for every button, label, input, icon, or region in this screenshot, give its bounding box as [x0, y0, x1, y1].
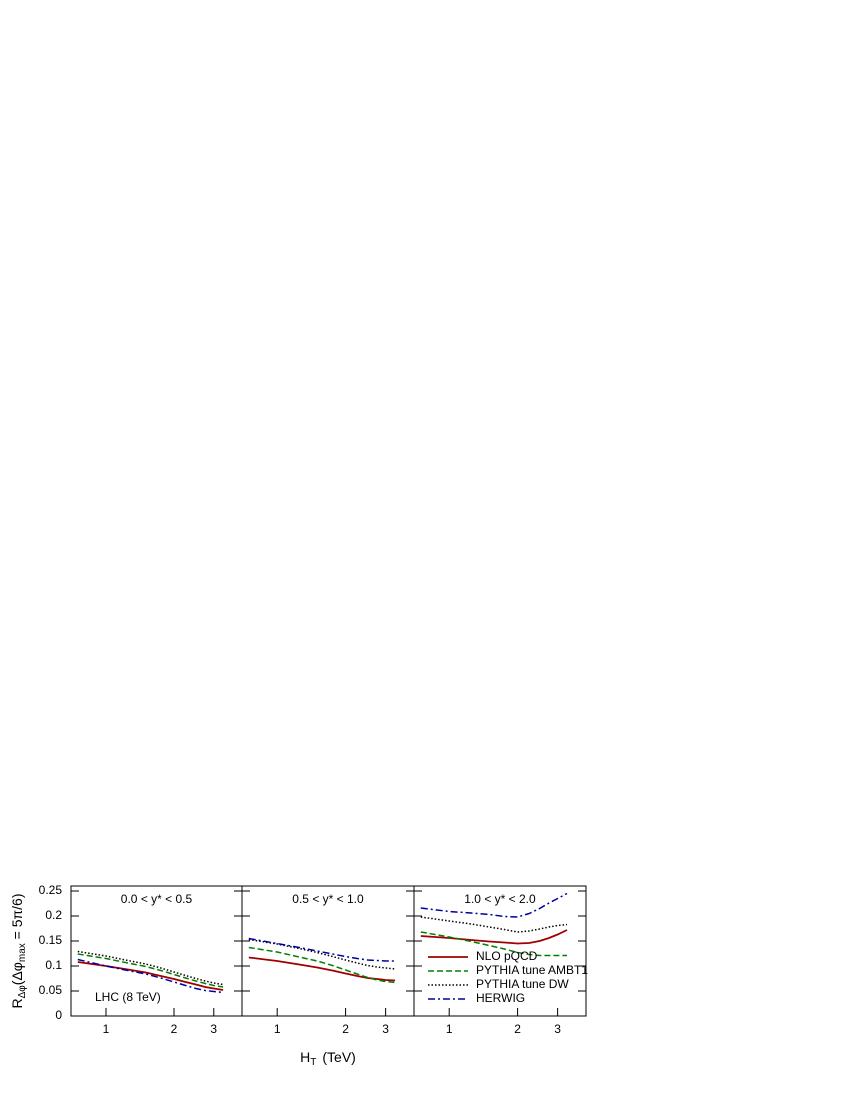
panel-title: 0.5 < y* < 1.0: [292, 892, 364, 906]
y-tick-label: 0.15: [39, 933, 63, 947]
y-tick-label: 0.1: [45, 958, 62, 972]
y-tick-label: 0: [55, 1008, 62, 1022]
x-label-main: H: [300, 1049, 310, 1065]
series-line: [248, 956, 396, 982]
y-label-sub: Δφ: [17, 985, 28, 999]
y-tick-label: 0.25: [39, 883, 63, 897]
x-tick-label: 3: [210, 1022, 217, 1036]
legend-label: HERWIG: [476, 991, 525, 1005]
y-label-main: R: [9, 998, 25, 1008]
y-axis-label: RΔφ(Δφmax = 5π/6): [9, 893, 28, 1008]
x-tick-label: 3: [382, 1022, 389, 1036]
x-tick-label: 2: [514, 1022, 521, 1036]
y-label-rest: (Δφ: [9, 962, 25, 985]
series-line: [420, 916, 568, 933]
x-tick-label: 1: [446, 1022, 453, 1036]
y-label-rest2: = 5π/6): [9, 893, 25, 943]
series-line: [420, 892, 568, 918]
series-line: [77, 961, 224, 991]
y-tick-label: 0.2: [45, 908, 62, 922]
panel-frame: [413, 885, 587, 1017]
panel-title: 1.0 < y* < 2.0: [464, 892, 536, 906]
y-label-sub2: max: [17, 943, 28, 962]
x-tick-label: 1: [103, 1022, 110, 1036]
legend-label: PYTHIA tune DW: [476, 977, 569, 991]
annotation: LHC (8 TeV): [95, 990, 161, 1004]
y-tick-label: 0.05: [39, 983, 63, 997]
x-label-rest: (TeV): [322, 1049, 355, 1065]
x-tick-label: 3: [554, 1022, 561, 1036]
legend-label: PYTHIA tune AMBT1: [476, 963, 588, 977]
panel-title: 0.0 < y* < 0.5: [121, 892, 193, 906]
series-line: [420, 929, 568, 945]
series-line: [248, 937, 396, 962]
x-tick-label: 1: [274, 1022, 281, 1036]
x-label-sub: T: [310, 1057, 316, 1068]
series-line: [77, 953, 224, 988]
series-line: [77, 950, 224, 986]
x-tick-label: 2: [342, 1022, 349, 1036]
series-line: [248, 946, 396, 984]
series-line: [248, 938, 396, 970]
x-tick-label: 2: [171, 1022, 178, 1036]
x-axis-label: HT (TeV): [300, 1049, 356, 1068]
legend-label: NLO pQCD: [476, 949, 538, 963]
